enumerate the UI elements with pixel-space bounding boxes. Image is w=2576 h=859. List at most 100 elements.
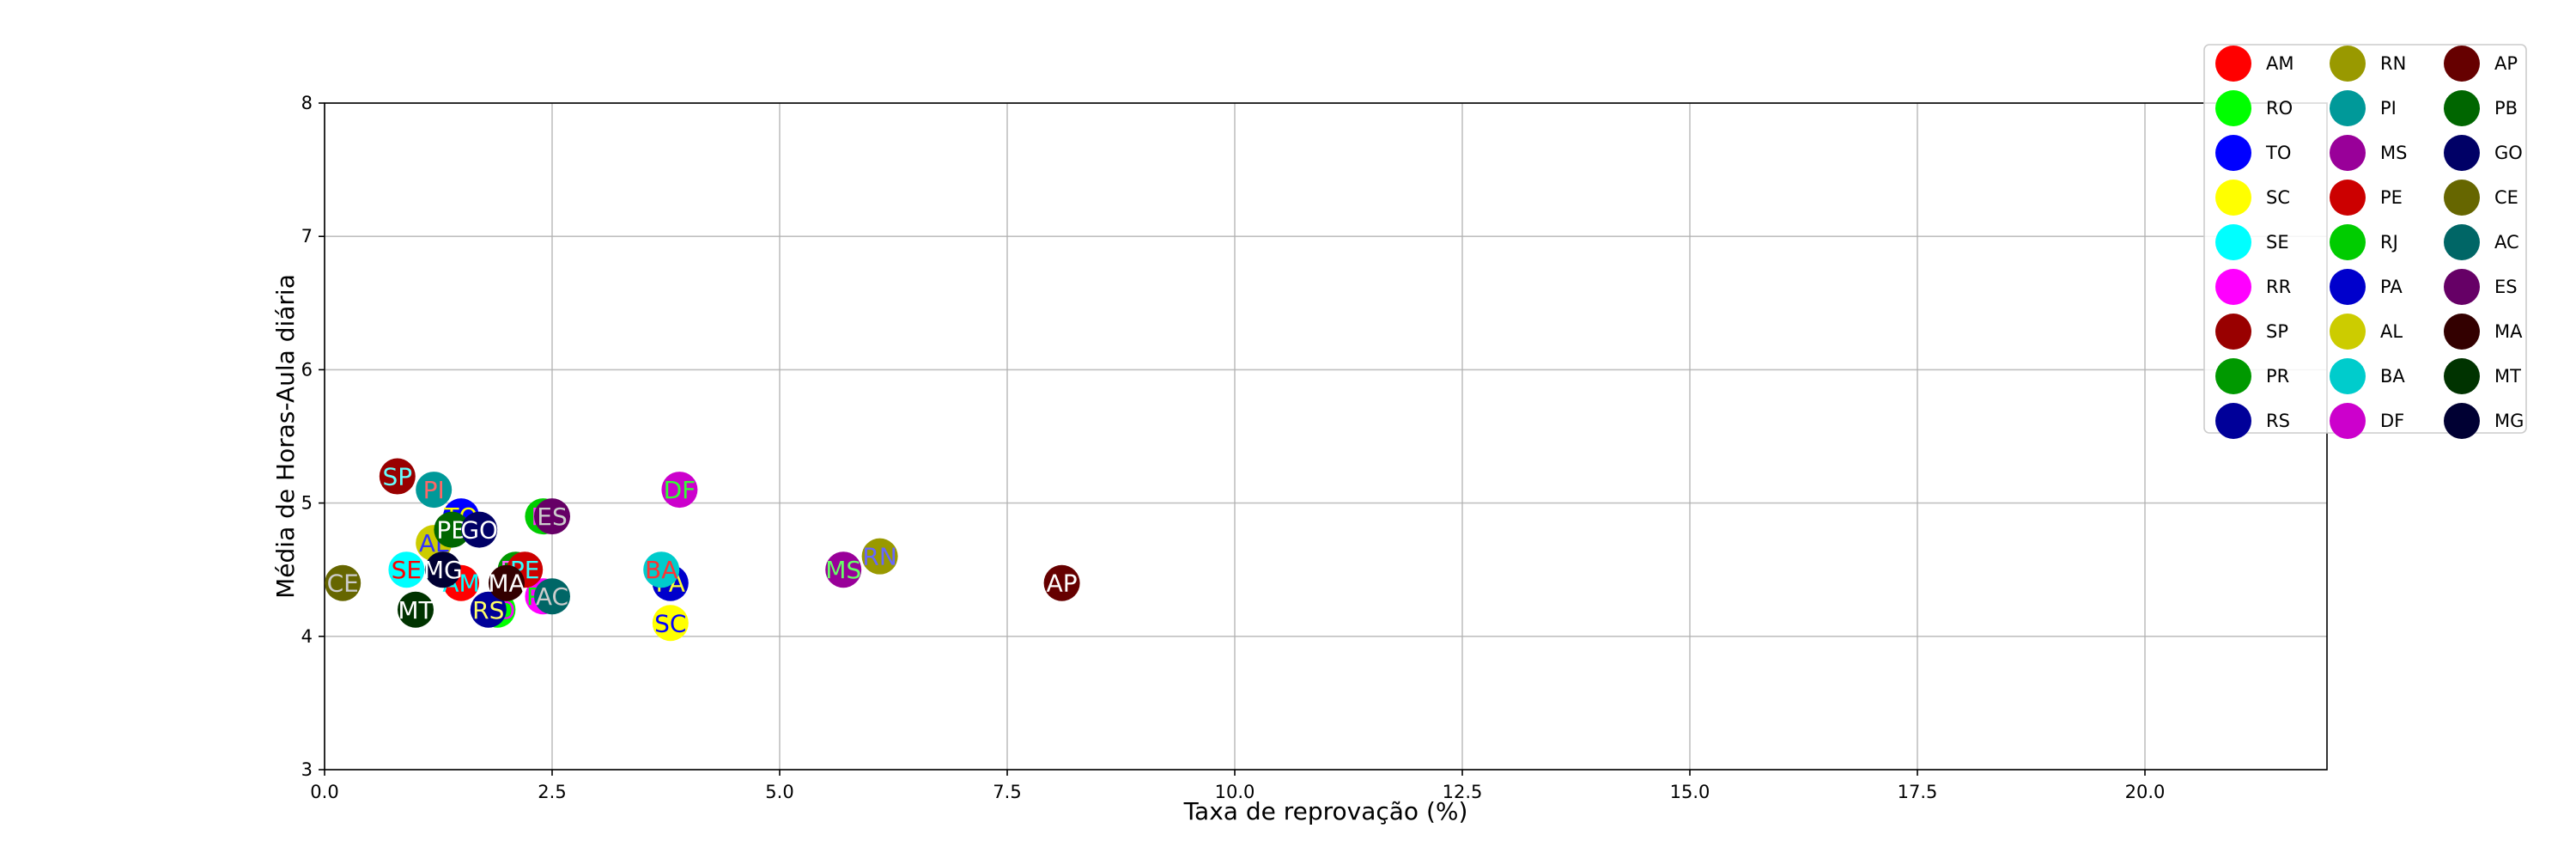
legend-marker: [2215, 403, 2251, 439]
legend-entries: AM RO TO SC SE RR SP PR RS RN PI MS PE RJ PA AL BA DF AP PB…: [2215, 46, 2524, 439]
legend-item-ro: RO: [2215, 90, 2293, 126]
legend-label: AM: [2266, 53, 2293, 74]
legend-marker: [2215, 358, 2251, 394]
point-label: ES: [537, 503, 567, 531]
point-label: DF: [664, 476, 696, 504]
point-label: SP: [382, 463, 412, 491]
legend-item-pi: PI: [2330, 90, 2397, 126]
point-rn: RN: [861, 538, 898, 575]
legend-marker: [2444, 180, 2480, 216]
point-ap: AP: [1043, 564, 1080, 601]
point-marker: [470, 591, 507, 628]
point-marker: [416, 472, 453, 509]
legend-marker: [2444, 135, 2480, 171]
legend-marker: [2444, 224, 2480, 260]
point-marker: [861, 538, 898, 575]
legend-item-am: AM: [2215, 46, 2293, 82]
point-label: MG: [423, 556, 463, 584]
legend-marker: [2215, 135, 2251, 171]
point-label: AC: [536, 582, 568, 611]
legend-item-pb: PB: [2444, 90, 2518, 126]
legend-label: RS: [2266, 411, 2290, 431]
legend-label: DF: [2380, 411, 2404, 431]
legend: AM RO TO SC SE RR SP PR RS RN PI MS PE RJ PA AL BA DF AP PB…: [2203, 44, 2527, 439]
x-tick-label: 15.0: [1670, 782, 1710, 802]
legend-marker: [2330, 314, 2366, 350]
point-marker: [534, 578, 570, 615]
legend-item-go: GO: [2444, 135, 2523, 171]
grid: [324, 102, 2327, 771]
x-tick-label: 10.0: [1215, 782, 1255, 802]
point-ms: MS: [825, 551, 862, 588]
legend-marker: [2215, 269, 2251, 305]
legend-label: AL: [2380, 321, 2403, 342]
legend-marker: [2444, 358, 2480, 394]
legend-label: RJ: [2380, 232, 2398, 253]
point-marker: [825, 551, 862, 588]
legend-item-ac: AC: [2444, 224, 2519, 260]
point-label: CE: [327, 570, 359, 598]
legend-label: RR: [2266, 277, 2291, 297]
legend-marker: [2330, 46, 2366, 82]
legend-label: BA: [2380, 366, 2405, 387]
legend-label: CE: [2494, 187, 2518, 208]
legend-marker: [2330, 403, 2366, 439]
legend-marker: [2444, 269, 2480, 305]
point-label: MA: [488, 570, 525, 598]
y-tick-label: 6: [301, 359, 313, 380]
legend-marker: [2444, 314, 2480, 350]
x-tick-label: 7.5: [993, 782, 1021, 802]
legend-item-pr: PR: [2215, 358, 2289, 394]
legend-item-sp: SP: [2215, 314, 2288, 350]
legend-label: SC: [2266, 187, 2290, 208]
legend-marker: [2330, 358, 2366, 394]
point-label: MS: [825, 556, 861, 584]
legend-label: MG: [2494, 411, 2524, 431]
point-marker: [534, 498, 570, 535]
y-tick-label: 8: [301, 93, 313, 113]
legend-marker: [2215, 224, 2251, 260]
point-label: AP: [1047, 570, 1078, 598]
legend-label: SP: [2266, 321, 2288, 342]
legend-label: MT: [2494, 366, 2521, 387]
legend-marker: [2444, 90, 2480, 126]
legend-item-df: DF: [2330, 403, 2404, 439]
legend-item-ba: BA: [2330, 358, 2405, 394]
point-label: RN: [862, 543, 896, 571]
x-tick-label: 20.0: [2125, 782, 2166, 802]
legend-marker: [2215, 90, 2251, 126]
point-label: BA: [645, 556, 677, 584]
point-marker: [434, 511, 471, 548]
legend-label: ES: [2494, 277, 2518, 297]
legend-label: MA: [2494, 321, 2523, 342]
legend-item-pa: PA: [2330, 269, 2403, 305]
point-es: ES: [534, 498, 570, 535]
legend-label: AC: [2494, 232, 2519, 253]
point-rs: RS: [470, 591, 507, 628]
point-ma: MA: [488, 564, 526, 601]
point-mg: MG: [423, 551, 463, 588]
legend-item-sc: SC: [2215, 180, 2290, 216]
point-label: SC: [654, 609, 686, 637]
legend-label: MS: [2380, 143, 2407, 163]
point-pi: PI: [416, 472, 453, 509]
y-tick-label: 7: [301, 226, 313, 247]
legend-marker: [2330, 224, 2366, 260]
legend-marker: [2444, 46, 2480, 82]
point-label: RS: [472, 596, 504, 624]
legend-item-mt: MT: [2444, 358, 2521, 394]
legend-item-ms: MS: [2330, 135, 2407, 171]
legend-item-es: ES: [2444, 269, 2518, 305]
point-marker: [661, 472, 698, 509]
x-tick-label: 17.5: [1898, 782, 1938, 802]
legend-marker: [2330, 90, 2366, 126]
point-marker: [1043, 564, 1080, 601]
legend-item-to: TO: [2215, 135, 2291, 171]
legend-item-se: SE: [2215, 224, 2289, 260]
data-points: AMROTOSCSERRSPPRRSRNPIMSPERJPAALBADFAPPB…: [325, 458, 1080, 642]
axis-ticks: 0.0 2.5 5.0 7.5 10.0 12.5 15.0 17.5 20.0 3 4 5 6 7 8: [301, 93, 2166, 802]
point-sp: SP: [379, 458, 416, 495]
y-axis-label: Média de Horas-Aula diária: [271, 274, 300, 599]
legend-item-pe: PE: [2330, 180, 2403, 216]
